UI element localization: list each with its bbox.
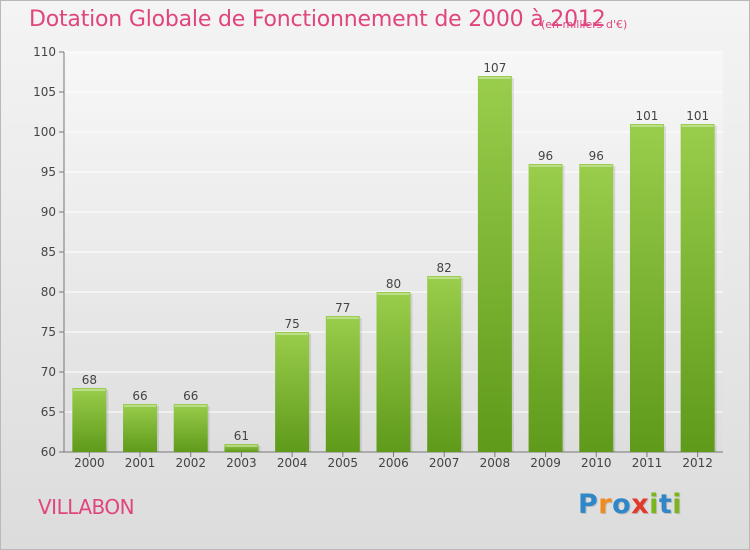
proxiti-logo: Proxiti (578, 489, 682, 520)
y-tick-label: 100 (33, 125, 56, 139)
data-label: 77 (335, 301, 350, 315)
x-tick-label: 2010 (581, 456, 612, 470)
y-tick-label: 70 (41, 365, 56, 379)
data-label: 96 (589, 149, 604, 163)
y-tick-label: 105 (33, 85, 56, 99)
bar-highlight (580, 165, 613, 167)
logo-letter: i (649, 489, 659, 520)
bar (528, 164, 563, 452)
data-label: 107 (483, 61, 506, 75)
bar-highlight (326, 317, 359, 319)
bar-highlight (630, 125, 663, 127)
bar-highlight (276, 333, 309, 335)
x-tick-label: 2006 (378, 456, 409, 470)
data-label: 82 (437, 261, 452, 275)
y-tick-label: 110 (33, 45, 56, 59)
bar-highlight (124, 405, 157, 407)
chart-title: Dotation Globale de Fonctionnement de 20… (29, 7, 606, 32)
y-tick-label: 95 (41, 165, 56, 179)
x-tick-label: 2001 (125, 456, 156, 470)
x-tick-label: 2000 (74, 456, 105, 470)
x-tick-label: 2012 (682, 456, 713, 470)
bar (680, 124, 715, 452)
bar (629, 124, 664, 452)
bar (477, 76, 512, 452)
bar-highlight (428, 277, 461, 279)
y-tick-label: 80 (41, 285, 56, 299)
y-tick-label: 85 (41, 245, 56, 259)
logo-letter: t (658, 489, 673, 520)
logo-letter: i (672, 489, 683, 520)
x-tick-label: 2007 (429, 456, 460, 470)
bar (579, 164, 614, 452)
data-label: 101 (636, 109, 659, 123)
x-tick-label: 2003 (226, 456, 257, 470)
data-label: 101 (686, 109, 709, 123)
bar-highlight (529, 165, 562, 167)
y-tick-label: 75 (41, 325, 56, 339)
data-label: 61 (234, 429, 249, 443)
data-label: 68 (82, 373, 97, 387)
chart-unit-label: (en milliers d'€) (541, 18, 628, 31)
y-tick-label: 60 (41, 445, 56, 459)
bar (72, 388, 107, 452)
bar (427, 276, 462, 452)
x-tick-label: 2002 (175, 456, 206, 470)
data-label: 66 (132, 389, 147, 403)
bar-highlight (225, 445, 258, 447)
labels: 60 65 70 75 80 85 90 95 100 105 110 68 2000 66 2001 66 2… (33, 45, 713, 470)
x-tick-label: 2011 (632, 456, 663, 470)
data-label: 80 (386, 277, 401, 291)
logo-letter: o (612, 489, 632, 520)
bar (224, 444, 259, 452)
logo-letter: r (598, 489, 613, 520)
bar (376, 292, 411, 452)
bar-highlight (377, 293, 410, 295)
x-tick-label: 2009 (530, 456, 561, 470)
bar (275, 332, 310, 452)
data-label: 75 (284, 317, 299, 331)
logo-letter: P (578, 489, 599, 520)
x-tick-label: 2004 (277, 456, 308, 470)
bar-highlight (681, 125, 714, 127)
bars (72, 76, 717, 452)
logo-letter: x (631, 489, 650, 520)
x-tick-label: 2005 (328, 456, 359, 470)
bar-highlight (174, 405, 207, 407)
bar-highlight (73, 389, 106, 391)
y-tick-label: 65 (41, 405, 56, 419)
bar (325, 316, 360, 452)
x-tick-label: 2008 (480, 456, 511, 470)
bar (123, 404, 158, 452)
y-tick-label: 90 (41, 205, 56, 219)
bar-highlight (478, 77, 511, 79)
commune-name: VILLABON (38, 495, 135, 519)
data-label: 66 (183, 389, 198, 403)
data-label: 96 (538, 149, 553, 163)
bar (173, 404, 208, 452)
